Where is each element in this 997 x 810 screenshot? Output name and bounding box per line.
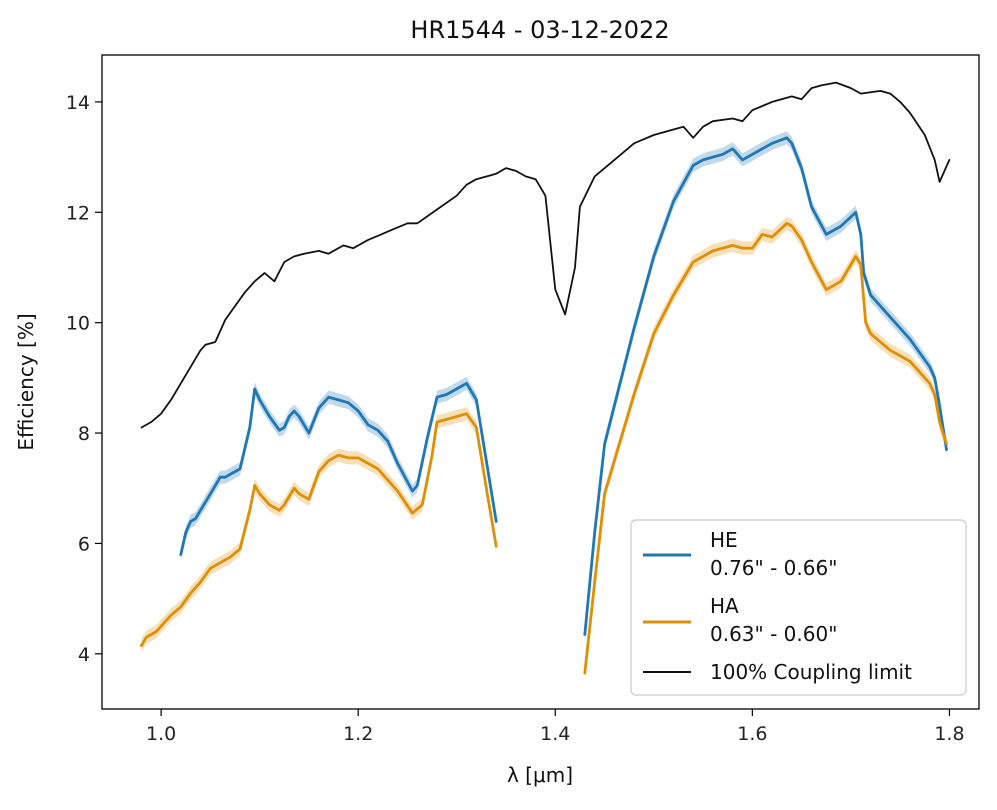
y-tick-label: 6 xyxy=(78,533,90,555)
series-line-ha-1 xyxy=(139,412,498,647)
x-axis-title: λ [μm] xyxy=(507,763,573,787)
x-axis: 1.0 1.2 1.4 1.6 1.8 xyxy=(146,709,965,745)
y-axis-title: Efficiency [%] xyxy=(14,313,38,450)
x-tick-label: 1.0 xyxy=(146,723,176,745)
legend-box xyxy=(630,519,967,696)
y-tick-label: 14 xyxy=(66,92,90,114)
plot-frame xyxy=(101,54,980,710)
x-tick-label: 1.8 xyxy=(934,723,964,745)
y-tick-label: 12 xyxy=(66,202,90,224)
legend-label-ha: HA xyxy=(710,594,739,618)
series-line-coupling-limit-1 xyxy=(140,81,951,429)
y-tick-label: 4 xyxy=(78,644,90,666)
y-tick-label: 8 xyxy=(78,423,90,445)
y-tick-label: 10 xyxy=(66,313,90,335)
chart-title: HR1544 - 03-12-2022 xyxy=(410,16,669,44)
x-tick-label: 1.2 xyxy=(343,723,373,745)
series-line-he-1 xyxy=(179,381,498,556)
legend-label-he: HE xyxy=(710,528,738,552)
lines-layer xyxy=(139,81,951,675)
series-line-he-2 xyxy=(583,136,948,636)
legend-label-coupling-limit: 100% Coupling limit xyxy=(710,660,912,684)
x-tick-label: 1.4 xyxy=(540,723,570,745)
series-line-ha-2 xyxy=(583,221,948,675)
legend: HE 0.76" - 0.66" HA 0.63" - 0.60" 100% C… xyxy=(630,519,967,696)
x-tick-label: 1.6 xyxy=(737,723,767,745)
legend-seeing-ha: 0.63" - 0.60" xyxy=(710,622,837,646)
legend-seeing-he: 0.76" - 0.66" xyxy=(710,556,837,580)
y-axis: 4 6 8 10 12 14 xyxy=(66,92,102,666)
